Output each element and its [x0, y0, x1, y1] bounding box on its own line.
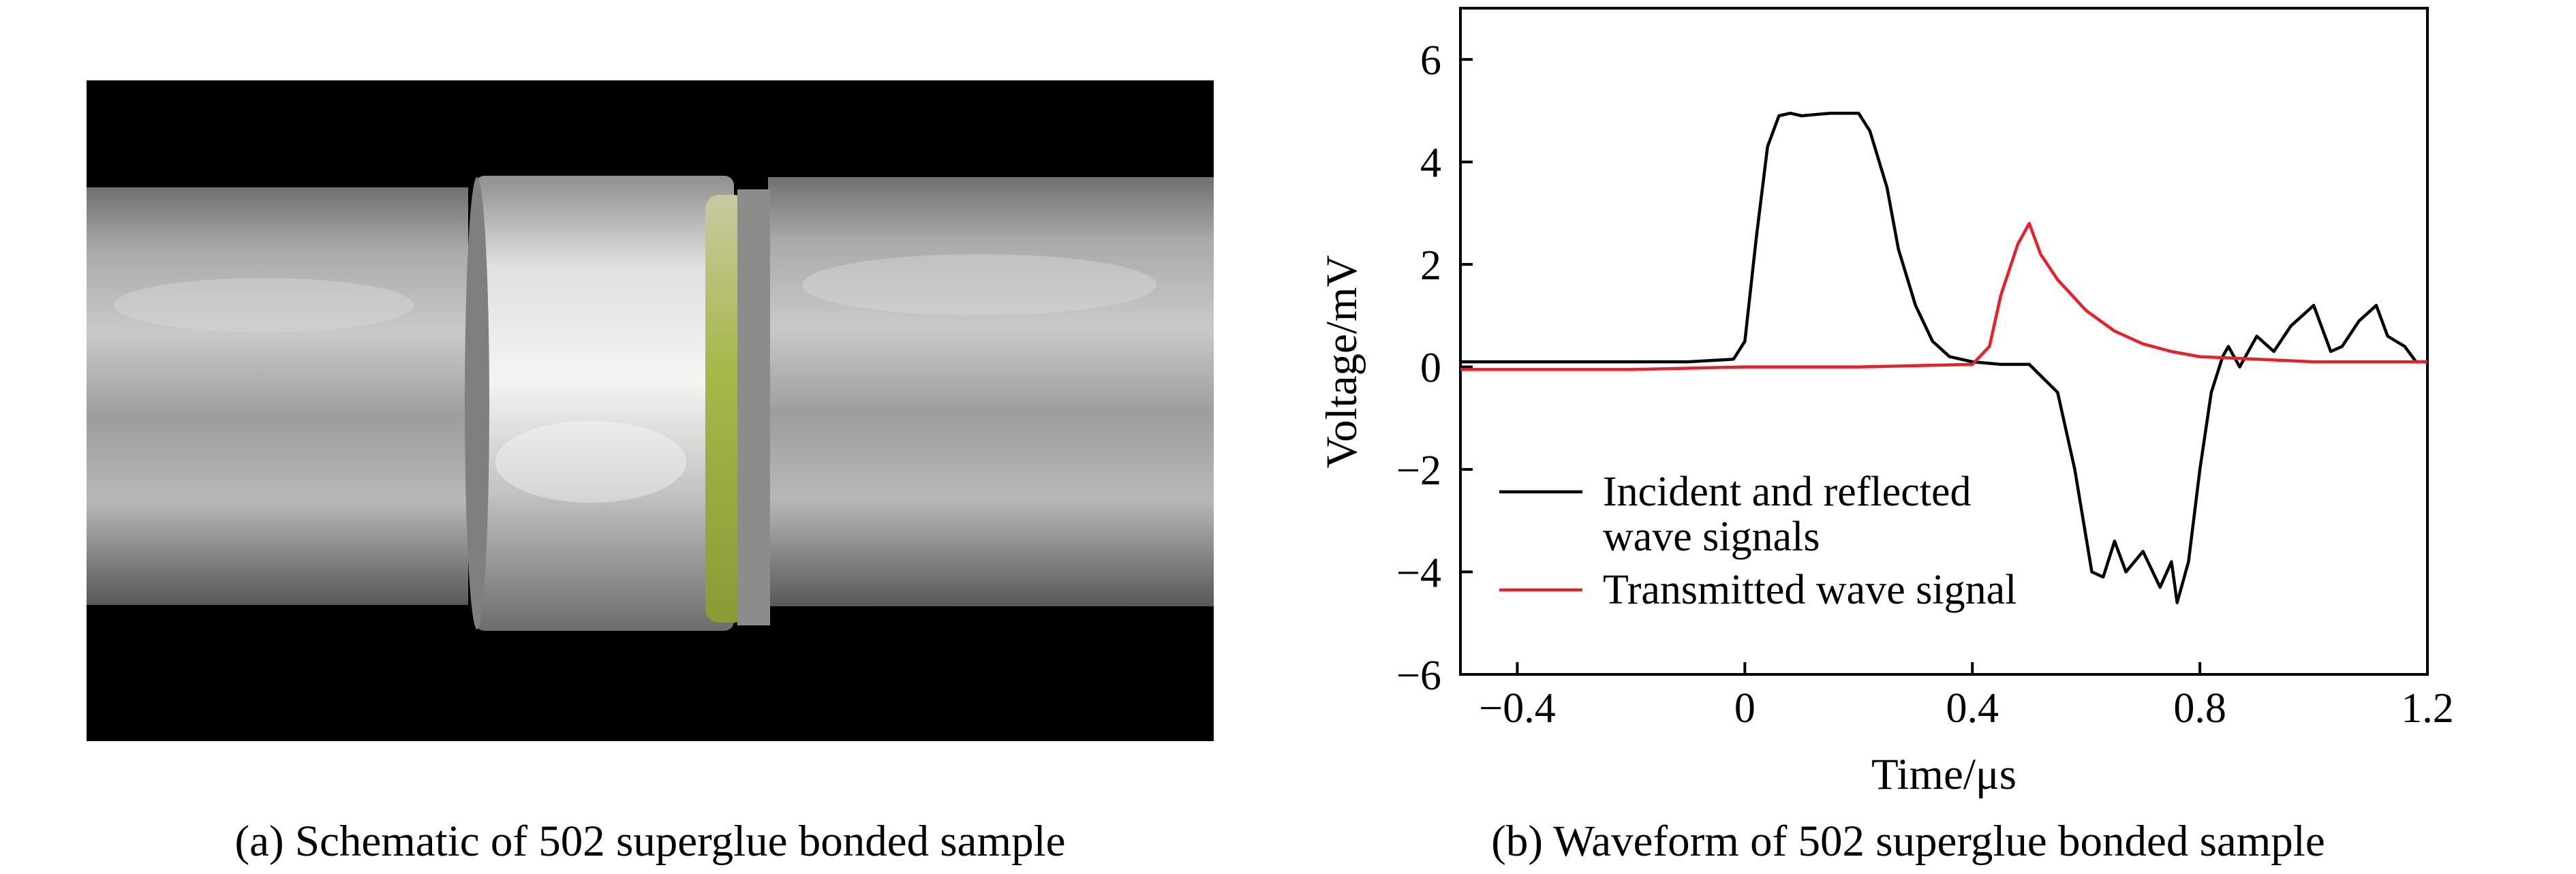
plot-frame: [1459, 7, 2429, 676]
y-tick-label: −6: [1396, 653, 1441, 699]
sleeve-left-edge: [465, 177, 489, 629]
x-tick-label: 0.8: [2173, 685, 2226, 732]
y-tick-label: −4: [1396, 550, 1441, 597]
sample-photo: [87, 80, 1214, 741]
y-tick-label: 4: [1420, 140, 1441, 187]
incident-reflected-series-line: [1460, 111, 2427, 604]
y-tick-label: 2: [1420, 243, 1441, 289]
x-tick-label: 0.4: [1946, 685, 1999, 732]
legend-label-incident: Incident and reflected: [1603, 469, 1971, 515]
sleeve: [475, 176, 734, 631]
y-axis-label: Voltage/mV: [1317, 255, 1366, 468]
legend-label-transmitted: Transmitted wave signal: [1603, 567, 2017, 613]
rod-right: [768, 177, 1214, 606]
legend-label-incident: wave signals: [1603, 514, 1820, 560]
caption-a: (a) Schematic of 502 superglue bonded sa…: [234, 817, 1066, 866]
caption-b: (b) Waveform of 502 superglue bonded sam…: [1491, 817, 2325, 866]
rod-left: [87, 187, 468, 605]
x-tick-label: −0.4: [1479, 685, 1555, 732]
x-tick-label: 1.2: [2401, 685, 2454, 732]
glue-layer: [705, 195, 748, 623]
y-tick-label: 0: [1420, 345, 1441, 392]
y-tick-label: −2: [1396, 448, 1441, 494]
transmitted-series-line: [1460, 221, 2427, 371]
y-tick-label: 6: [1420, 37, 1441, 84]
x-axis-label: Time/μs: [1871, 750, 2017, 799]
x-tick-label: 0: [1734, 685, 1755, 732]
